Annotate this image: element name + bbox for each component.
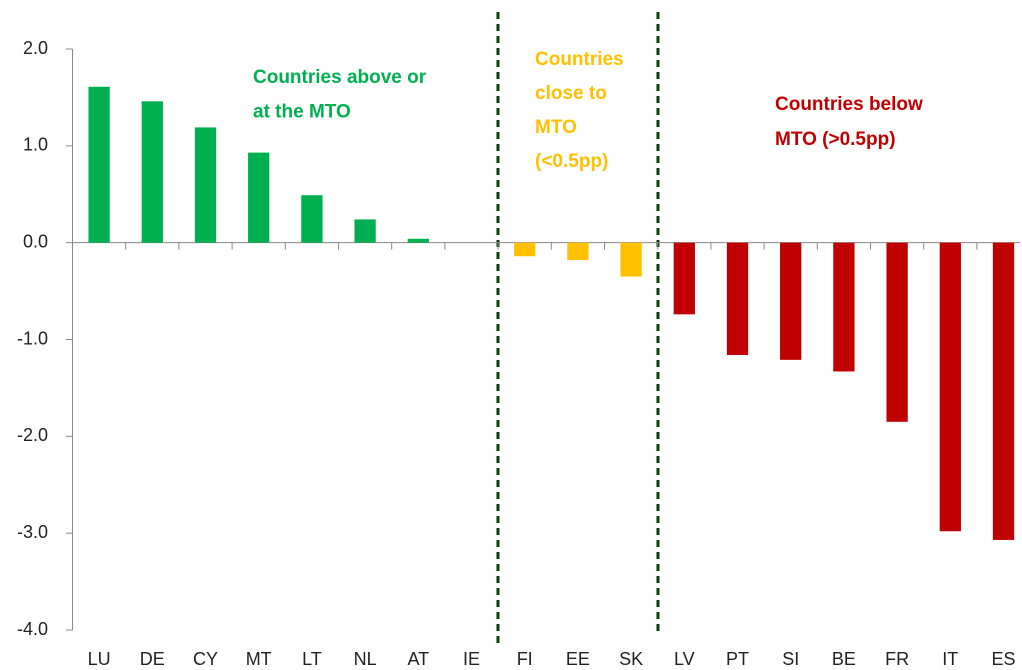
x-tick-label: LU (88, 649, 111, 669)
x-tick-label: FR (885, 649, 909, 669)
x-tick-label: AT (407, 649, 429, 669)
bar (141, 101, 163, 243)
bar (407, 238, 429, 243)
annotation: Countries (535, 49, 624, 70)
x-tick-label: LT (302, 649, 322, 669)
x-tick-label: IE (463, 649, 480, 669)
bar (886, 242, 908, 422)
x-tick-label: DE (140, 649, 165, 669)
bar (780, 242, 802, 360)
x-tick-label: MT (246, 649, 272, 669)
x-tick-label: EE (566, 649, 590, 669)
x-tick-label: IT (942, 649, 958, 669)
bar (620, 242, 642, 277)
x-tick-label: BE (832, 649, 856, 669)
y-tick-label: -3.0 (17, 522, 48, 542)
x-tick-label: CY (193, 649, 218, 669)
annotation: Countries above or (253, 67, 427, 88)
bar (354, 219, 376, 243)
bar (194, 127, 217, 243)
y-tick-label: 1.0 (23, 135, 48, 155)
bar (939, 242, 961, 532)
x-tick-label: SK (619, 649, 643, 669)
bar (833, 242, 855, 372)
x-tick-label: FI (517, 649, 533, 669)
y-tick-label: -4.0 (17, 619, 48, 639)
bar (992, 242, 1015, 540)
y-tick-label: 2.0 (23, 38, 48, 58)
x-tick-label: ES (991, 649, 1015, 669)
bar (248, 152, 270, 243)
x-tick-label: PT (726, 649, 749, 669)
bar (301, 195, 323, 243)
annotation: (<0.5pp) (535, 151, 608, 172)
annotation: at the MTO (253, 102, 351, 123)
bar (726, 242, 749, 355)
bar (514, 242, 536, 257)
annotation: MTO (535, 117, 577, 138)
annotation: MTO (>0.5pp) (775, 129, 896, 150)
x-tick-label: LV (674, 649, 695, 669)
y-tick-label: 0.0 (23, 231, 48, 251)
annotation: close to (535, 83, 607, 104)
annotation: Countries below (775, 94, 923, 115)
y-tick-label: -2.0 (17, 425, 48, 445)
x-tick-label: NL (354, 649, 377, 669)
bar (88, 86, 110, 243)
bar (567, 242, 589, 261)
y-tick-label: -1.0 (17, 328, 48, 348)
bar (673, 242, 695, 315)
x-tick-label: SI (782, 649, 799, 669)
